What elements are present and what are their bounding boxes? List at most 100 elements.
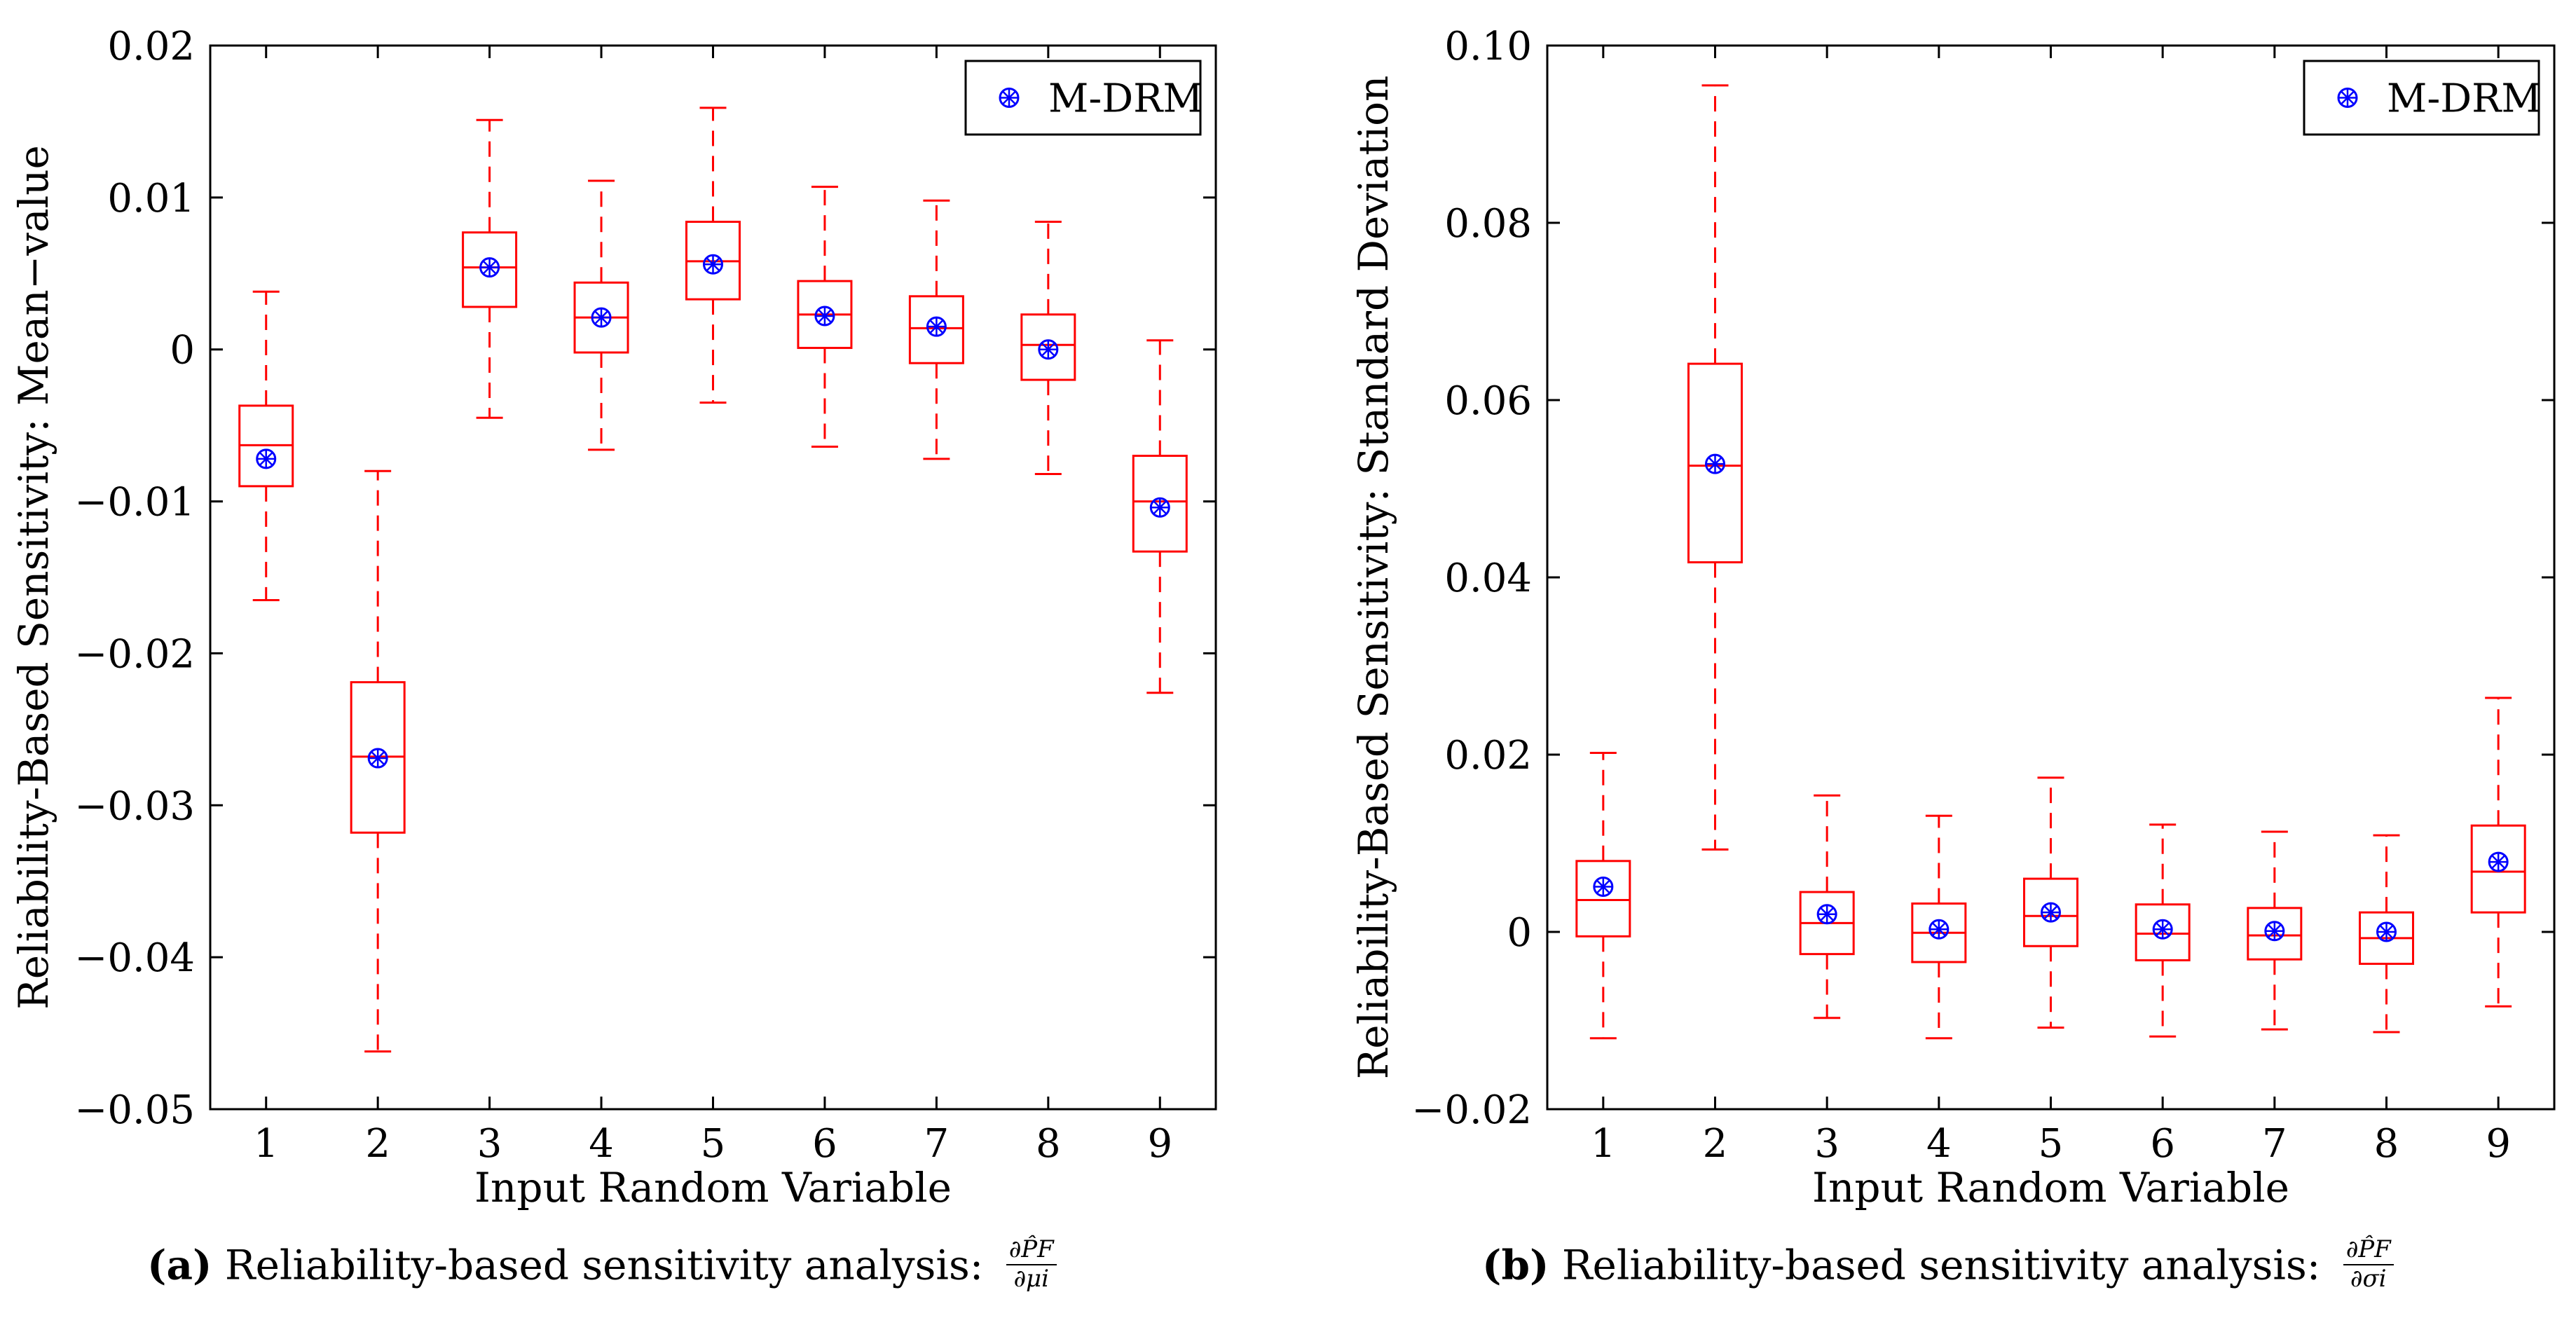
box-5	[2023, 776, 2078, 1029]
box-iqr	[1687, 362, 1743, 563]
y-axis-label: Reliability-Based Sensitivity: Standard …	[1350, 76, 1397, 1080]
marker-spoke	[1041, 343, 1055, 357]
marker-spoke	[1708, 457, 1722, 471]
mdrm-point-4	[1928, 919, 1950, 940]
caption-a-numerator: ∂P̂F	[1006, 1237, 1057, 1265]
caption-a-label: (a)	[147, 1241, 212, 1289]
marker-spoke	[1002, 91, 1016, 104]
mdrm-point-2	[367, 748, 388, 769]
caption-b-text: Reliability-based sensitivity analysis:	[1561, 1241, 2321, 1289]
box-1	[238, 290, 294, 602]
caption-b-fraction: ∂P̂F ∂σi	[2343, 1237, 2394, 1291]
marker-circle	[999, 88, 1020, 108]
mdrm-point-6	[2152, 919, 2173, 940]
marker-circle	[1593, 876, 1614, 897]
box-iqr	[2135, 903, 2191, 961]
box-iqr	[908, 295, 964, 364]
plot-frame	[209, 44, 1217, 1111]
marker-circle	[1038, 339, 1059, 360]
mdrm-point-8	[1038, 339, 1059, 360]
y-tick-label: −0.03	[74, 783, 195, 829]
box-iqr	[2470, 824, 2526, 914]
box-7	[2247, 830, 2303, 1031]
x-tick-label: 8	[2374, 1121, 2399, 1167]
caption-a-text: Reliability-based sensitivity analysis:	[224, 1241, 984, 1289]
marker-circle	[591, 307, 612, 328]
x-tick-label: 5	[701, 1121, 726, 1167]
mdrm-point-7	[2264, 921, 2285, 942]
x-tick-label: 8	[1036, 1121, 1061, 1167]
box-iqr	[462, 231, 518, 308]
marker-spoke	[371, 751, 385, 765]
marker-circle	[367, 748, 388, 769]
caption-b-numerator: ∂P̂F	[2343, 1237, 2394, 1265]
caption-b-label: (b)	[1482, 1241, 1549, 1289]
marker-spoke	[818, 309, 832, 323]
x-tick-label: 7	[2262, 1121, 2287, 1167]
x-tick-label: 5	[2039, 1121, 2064, 1167]
marker-spoke	[594, 310, 608, 324]
marker-circle	[2264, 921, 2285, 942]
y-tick-label: 0.10	[1444, 24, 1532, 69]
x-tick-label: 1	[254, 1121, 279, 1167]
marker-circle	[256, 448, 277, 469]
marker-circle	[1149, 497, 1170, 518]
mdrm-point-8	[2376, 921, 2397, 942]
marker-spoke	[1932, 922, 1946, 936]
mdrm-point-4	[591, 307, 612, 328]
y-tick-label: 0	[170, 328, 195, 373]
y-tick-label: −0.02	[1411, 1087, 1532, 1133]
legend: M-DRM	[964, 60, 1203, 136]
x-tick-label: 2	[1703, 1121, 1728, 1167]
legend: M-DRM	[2303, 60, 2542, 136]
marker-spoke	[483, 261, 496, 274]
marker-spoke	[2044, 905, 2057, 919]
marker-circle	[1928, 919, 1950, 940]
marker-circle	[1816, 904, 1837, 925]
box-9	[2470, 696, 2526, 1008]
marker-spoke	[2380, 925, 2393, 939]
box-iqr	[2023, 877, 2078, 947]
mdrm-point-1	[1593, 876, 1614, 897]
x-tick-label: 3	[477, 1121, 502, 1167]
marker-spoke	[1153, 500, 1167, 514]
marker-spoke	[930, 320, 943, 334]
y-axis-label: Reliability-Based Sensitivity: Mean−valu…	[10, 145, 57, 1010]
marker-spoke	[259, 452, 273, 466]
box-iqr	[1575, 860, 1631, 938]
mdrm-point-2	[1705, 453, 1725, 474]
mdrm-point-5	[2041, 902, 2061, 923]
y-tick-label: −0.04	[74, 935, 195, 981]
marker-circle	[2488, 851, 2509, 872]
box-8	[2359, 834, 2414, 1034]
marker-circle	[2337, 88, 2358, 108]
marker-spoke	[1596, 880, 1610, 893]
mdrm-point-6	[814, 305, 835, 327]
marker-spoke	[2341, 91, 2355, 104]
legend-label: M-DRM	[2387, 76, 2542, 122]
mdrm-point-9	[1149, 497, 1170, 518]
y-tick-label: 0.01	[107, 176, 195, 221]
y-tick-label: −0.05	[74, 1087, 195, 1133]
mdrm-point-3	[1816, 904, 1837, 925]
marker-circle	[479, 257, 500, 278]
caption-a-fraction: ∂P̂F ∂μi	[1006, 1237, 1057, 1291]
x-tick-label: 2	[365, 1121, 390, 1167]
marker-circle	[703, 254, 723, 275]
y-tick-label: 0.08	[1444, 201, 1532, 247]
caption-a: (a) Reliability-based sensitivity analys…	[147, 1237, 1057, 1296]
caption-b-denominator: ∂σi	[2350, 1264, 2387, 1293]
legend-marker	[999, 88, 1020, 108]
caption-a-denominator: ∂μi	[1013, 1264, 1050, 1293]
y-tick-label: 0.02	[107, 24, 195, 69]
caption-b: (b) Reliability-based sensitivity analys…	[1482, 1237, 2394, 1296]
box-8	[1020, 221, 1076, 476]
y-tick-label: 0.06	[1444, 378, 1532, 424]
marker-circle	[2041, 902, 2061, 923]
box-2	[350, 469, 406, 1053]
box-iqr	[1020, 313, 1076, 381]
legend-marker	[2337, 88, 2358, 108]
x-tick-label: 4	[589, 1121, 614, 1167]
marker-spoke	[2268, 924, 2282, 938]
